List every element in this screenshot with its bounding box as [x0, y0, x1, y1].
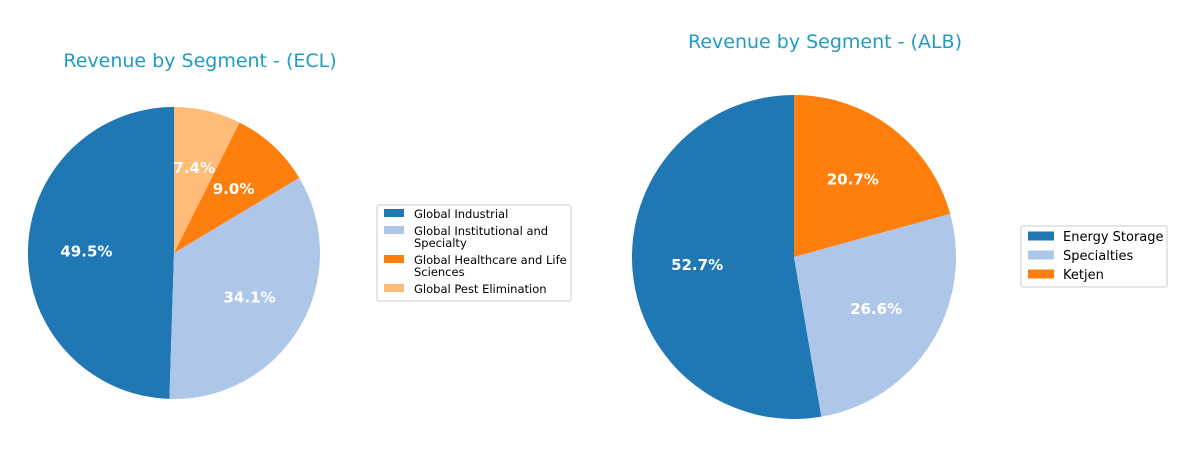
pie-slice — [631, 95, 822, 419]
legend-frame — [1020, 225, 1168, 288]
slice-label: 7.4% — [173, 159, 215, 177]
chart-alb: Revenue by Segment - (ALB) 52.7% 26.6% 20.… — [631, 31, 1168, 419]
chart-title: Revenue by Segment - (ALB) — [688, 31, 962, 53]
slice-label: 9.0% — [213, 180, 255, 198]
pie-slice — [794, 213, 956, 417]
legend-swatch — [384, 226, 404, 234]
legend-swatch — [1028, 269, 1054, 279]
legend-entry: Global Institutional and Specialty — [414, 224, 548, 250]
slice-label: 34.1% — [223, 288, 275, 306]
chart-ecl: Revenue by Segment - (ECL) 49.5% 34.1% 9.0… — [27, 50, 572, 400]
chart-title: Revenue by Segment - (ECL) — [63, 50, 336, 72]
pie-slice — [794, 95, 951, 257]
legend-swatch — [384, 255, 404, 263]
legend-swatch — [1028, 250, 1054, 260]
legend-alb: Energy Storage Specialties Ketjen — [1020, 225, 1168, 288]
pie-ecl-labels: 49.5% 34.1% 9.0% 7.4% — [60, 159, 275, 307]
legend-swatch — [1028, 231, 1054, 241]
legend-swatch — [384, 284, 404, 292]
pie-alb-labels: 52.7% 26.6% 20.7% — [671, 171, 902, 319]
legend-entry: Specialties — [1063, 249, 1134, 264]
slice-label: 20.7% — [827, 171, 879, 189]
pie-slice — [174, 122, 300, 253]
slice-label: 52.7% — [671, 256, 723, 274]
legend-entry: Global Pest Elimination — [414, 282, 547, 296]
pie-slice — [27, 106, 175, 399]
pie-alb — [631, 95, 956, 419]
legend-entry: Global Industrial — [414, 207, 508, 221]
pie-slice — [169, 177, 321, 400]
legend-entry: Global Healthcare and Life Sciences — [414, 253, 567, 279]
legend-swatch — [384, 209, 404, 217]
pie-ecl — [27, 106, 321, 400]
slice-label: 49.5% — [60, 243, 112, 261]
legend-ecl: Global Industrial Global Institutional an… — [376, 204, 572, 302]
legend-entry: Ketjen — [1063, 268, 1104, 283]
legend-entry: Energy Storage — [1063, 230, 1164, 245]
pie-slice — [174, 107, 240, 253]
legend-frame — [376, 204, 572, 302]
slice-label: 26.6% — [850, 300, 902, 318]
